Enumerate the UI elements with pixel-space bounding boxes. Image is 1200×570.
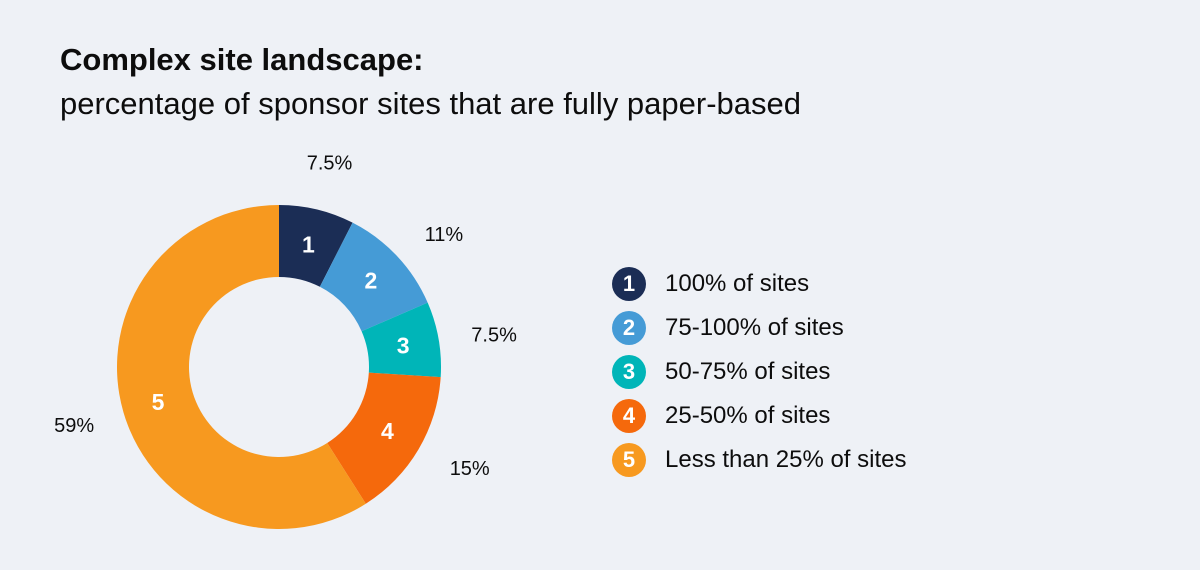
slice-value-label: 7.5% (471, 324, 517, 346)
donut-slice-1 (279, 205, 353, 287)
legend-marker: 4 (612, 399, 646, 433)
slice-number-label: 1 (302, 231, 315, 257)
legend-marker: 2 (612, 311, 646, 345)
legend-label: 25-50% of sites (665, 402, 831, 429)
legend-item: 5 Less than 25% of sites (612, 438, 906, 482)
chart-subtitle: percentage of sponsor sites that are ful… (60, 86, 802, 121)
slice-value-label: 11% (425, 224, 464, 246)
slice-value-label: 15% (450, 458, 490, 480)
slice-value-label: 7.5% (307, 152, 353, 174)
donut-slice-5 (116, 205, 366, 529)
donut-slice-2 (319, 222, 428, 332)
legend-item: 4 25-50% of sites (612, 394, 906, 438)
legend-marker: 1 (612, 267, 646, 301)
donut-slice-3 (361, 302, 441, 378)
legend-label: 75-100% of sites (665, 314, 844, 341)
slice-number-label: 4 (381, 418, 394, 444)
legend-label: 100% of sites (665, 270, 810, 297)
legend-item: 2 75-100% of sites (612, 306, 906, 350)
slice-number-label: 3 (397, 332, 410, 358)
legend: 1 100% of sites 2 75-100% of sites 3 50-75%… (612, 262, 906, 482)
legend-marker: 3 (612, 355, 646, 389)
chart-title: Complex site landscape: (60, 42, 424, 77)
legend-label: 50-75% of sites (665, 358, 831, 385)
legend-marker: 5 (612, 443, 646, 477)
slice-number-label: 2 (364, 268, 377, 294)
slice-value-label: 59% (54, 415, 94, 437)
donut-slice-4 (327, 372, 441, 504)
slice-number-label: 5 (152, 389, 165, 415)
legend-label: Less than 25% of sites (665, 446, 907, 473)
legend-item: 1 100% of sites (612, 262, 906, 306)
legend-item: 3 50-75% of sites (612, 350, 906, 394)
